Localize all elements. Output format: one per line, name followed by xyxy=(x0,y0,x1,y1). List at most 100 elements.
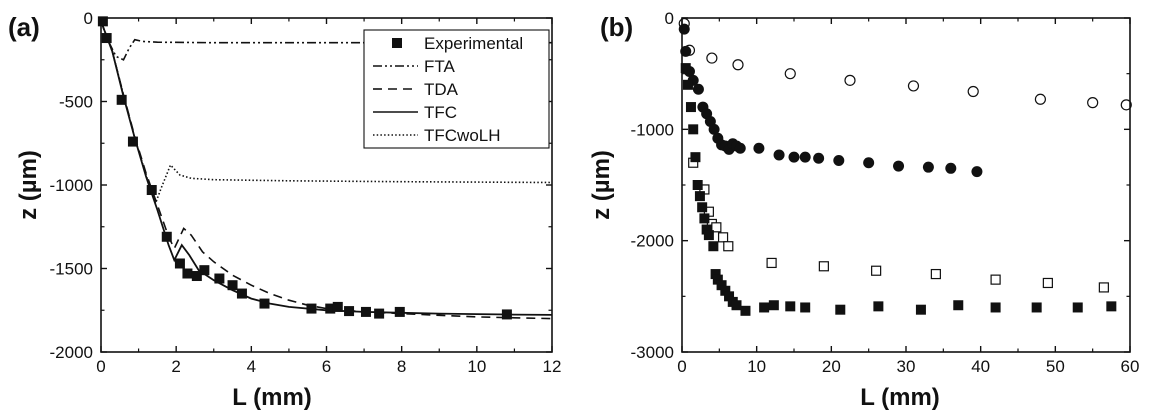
filled-square-point xyxy=(680,63,691,74)
open-circle-point xyxy=(732,59,744,71)
x-tick-label: 10 xyxy=(467,357,486,376)
y-tick-label: -2000 xyxy=(50,343,93,362)
x-tick-label: 30 xyxy=(897,357,916,376)
open-circle-point xyxy=(1120,99,1132,111)
filled-square-point xyxy=(710,269,721,280)
y-tick-label: 0 xyxy=(84,9,93,28)
open-circle-point xyxy=(1034,93,1047,105)
x-tick-label: 6 xyxy=(322,357,331,376)
y-tick-label: -3000 xyxy=(631,343,674,362)
filled-square-point xyxy=(800,302,811,313)
filled-circle-point xyxy=(893,160,905,172)
filled-square-point xyxy=(682,79,693,90)
filled-circle-point xyxy=(753,142,765,154)
y-tick-label: -2000 xyxy=(631,232,674,251)
filled-circle-point xyxy=(922,161,934,173)
x-tick-label: 10 xyxy=(747,357,766,376)
filled-square-point xyxy=(97,16,108,27)
filled-square-point xyxy=(199,265,210,276)
filled-square-point xyxy=(332,301,343,312)
legend-label: TFCwoLH xyxy=(424,126,501,145)
filled-square-point xyxy=(127,136,138,147)
filled-circle-point xyxy=(692,83,704,95)
open-circle-point xyxy=(784,68,796,80)
filled-square-point xyxy=(953,300,964,311)
open-square-point xyxy=(723,241,734,252)
legend-marker-square xyxy=(392,38,402,48)
open-square-point xyxy=(766,257,777,269)
filled-square-point xyxy=(768,300,779,311)
filled-square-point xyxy=(1031,302,1042,313)
filled-square-point xyxy=(697,202,708,213)
filled-square-point xyxy=(306,303,317,314)
filled-circle-point xyxy=(945,162,957,174)
axes-frame xyxy=(681,17,1131,353)
filled-square-point xyxy=(703,230,714,241)
filled-square-point xyxy=(759,302,770,313)
filled-square-point xyxy=(182,268,193,279)
legend-label: Experimental xyxy=(424,34,523,53)
open-circle-point xyxy=(706,52,718,64)
filled-square-point xyxy=(699,213,710,224)
filled-square-point xyxy=(685,102,696,113)
filled-square-point xyxy=(259,298,270,309)
filled-circle-point xyxy=(813,152,825,164)
filled-circle-point xyxy=(788,151,800,163)
filled-square-point xyxy=(101,33,112,44)
filled-square-point xyxy=(374,308,385,319)
filled-square-point xyxy=(712,274,723,285)
filled-square-point xyxy=(161,231,172,242)
x-tick-label: 8 xyxy=(397,357,406,376)
filled-square-point xyxy=(191,271,202,282)
filled-square-point xyxy=(740,305,751,316)
filled-square-point xyxy=(360,306,371,317)
x-tick-label: 0 xyxy=(96,357,105,376)
filled-square-point xyxy=(174,258,185,269)
open-square-point xyxy=(871,265,882,276)
x-axis-title: L (mm) xyxy=(232,384,312,411)
open-square-point xyxy=(818,261,829,272)
legend-label: TDA xyxy=(424,80,459,99)
fta-series-line xyxy=(101,21,552,61)
panel-label: (b) xyxy=(600,12,633,42)
y-axis-title: z (µm) xyxy=(588,150,615,220)
open-square-point xyxy=(990,274,1001,285)
filled-square-point xyxy=(688,124,699,135)
x-tick-label: 2 xyxy=(171,357,180,376)
filled-square-point xyxy=(227,280,238,291)
open-square-point xyxy=(930,268,941,280)
filled-square-point xyxy=(873,301,884,312)
x-axis-title: L (mm) xyxy=(860,384,940,411)
filled-circle-point xyxy=(678,23,690,35)
x-tick-label: 40 xyxy=(971,357,990,376)
filled-square-point xyxy=(344,306,355,317)
filled-circle-point xyxy=(971,166,983,178)
open-square-point xyxy=(1042,277,1053,289)
filled-square-point xyxy=(325,303,336,314)
filled-circle-point xyxy=(863,157,875,169)
y-tick-label: -1500 xyxy=(50,260,93,279)
filled-square-point xyxy=(1106,301,1117,312)
filled-square-point xyxy=(731,300,742,311)
panel-label: (a) xyxy=(8,12,40,42)
filled-square-point xyxy=(1072,302,1083,313)
x-tick-label: 4 xyxy=(247,357,256,376)
x-tick-label: 20 xyxy=(822,357,841,376)
filled-square-point xyxy=(708,241,719,252)
x-tick-label: 0 xyxy=(677,357,686,376)
filled-square-point xyxy=(236,288,247,299)
filled-square-point xyxy=(701,224,712,235)
open-circle-point xyxy=(1087,97,1099,109)
y-tick-label: -1000 xyxy=(631,120,674,139)
filled-circle-point xyxy=(680,45,692,57)
filled-circle-point xyxy=(708,123,720,135)
filled-square-point xyxy=(835,304,846,315)
x-tick-label: 50 xyxy=(1046,357,1065,376)
y-tick-label: -500 xyxy=(59,93,93,112)
panel-b: 0 10 20 30 40 50 60 0 -1000 -2000 -3000 L (mm) z (µm… xyxy=(588,9,1139,411)
filled-square-point xyxy=(785,301,796,312)
open-circle-point xyxy=(907,80,920,92)
x-tick-label: 12 xyxy=(543,357,562,376)
